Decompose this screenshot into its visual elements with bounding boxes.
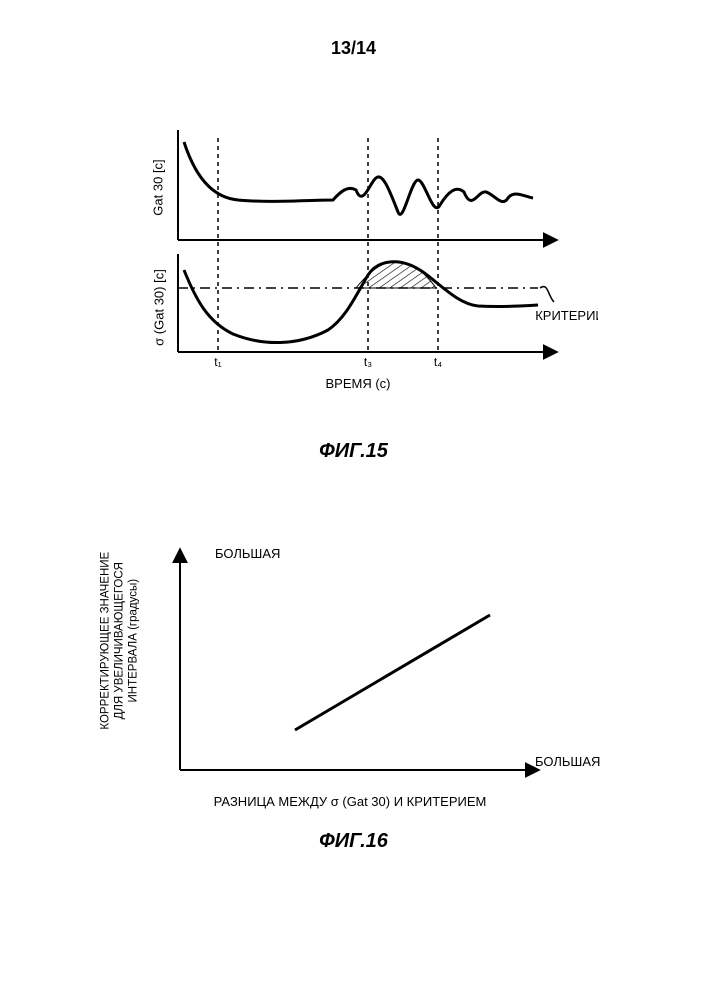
svg-text:КРИТЕРИЙ: КРИТЕРИЙ [535,308,598,323]
fig15: Gat 30 [c] σ (Gat 30) [c] [128,130,598,410]
fig15-caption: ФИГ.15 [0,440,707,463]
fig15-top-ylabel: Gat 30 [c] [151,138,166,238]
fig15-bottom-ylabel: σ (Gat 30) [c] [152,243,167,373]
svg-text:БОЛЬШАЯ: БОЛЬШАЯ [215,546,280,561]
fig16: КОРРЕКТИРУЮЩЕЕ ЗНАЧЕНИЕ ДЛЯ УВЕЛИЧИВАЮЩЕ… [100,540,620,810]
fig15-bottom-panel: t₁ t₃ t₄ КРИТЕРИЙ [178,254,598,369]
svg-text:t₄: t₄ [434,355,442,369]
svg-text:t₃: t₃ [364,355,372,369]
fig16-ylabel-line3: ИНТЕРВАЛА (градусы) [127,511,141,771]
fig16-caption: ФИГ.16 [0,830,707,853]
svg-text:t₁: t₁ [214,355,221,369]
fig15-top-panel [178,130,546,240]
fig15-svg: t₁ t₃ t₄ КРИТЕРИЙ ВРЕМЯ (с) [128,130,598,410]
svg-text:РАЗНИЦА МЕЖДУ σ (Gat 30) И КРИ: РАЗНИЦА МЕЖДУ σ (Gat 30) И КРИТЕРИЕМ [214,794,487,809]
page: 13/14 Gat 30 [c] σ (Gat 30) [c] [0,0,707,1000]
svg-text:БОЛЬШАЯ: БОЛЬШАЯ [535,754,600,769]
svg-text:ВРЕМЯ (с): ВРЕМЯ (с) [326,376,391,391]
fig16-ylabel-line1: КОРРЕКТИРУЮЩЕЕ ЗНАЧЕНИЕ [99,511,113,771]
page-number: 13/14 [0,38,707,59]
fig16-ylabel-block: КОРРЕКТИРУЮЩЕЕ ЗНАЧЕНИЕ ДЛЯ УВЕЛИЧИВАЮЩЕ… [99,511,140,771]
fig16-ylabel-line2: ДЛЯ УВЕЛИЧИВАЮЩЕГОСЯ [113,511,127,771]
fig16-svg: БОЛЬШАЯ БОЛЬШАЯ РАЗНИЦА МЕЖДУ σ (Gat 30)… [100,540,620,810]
